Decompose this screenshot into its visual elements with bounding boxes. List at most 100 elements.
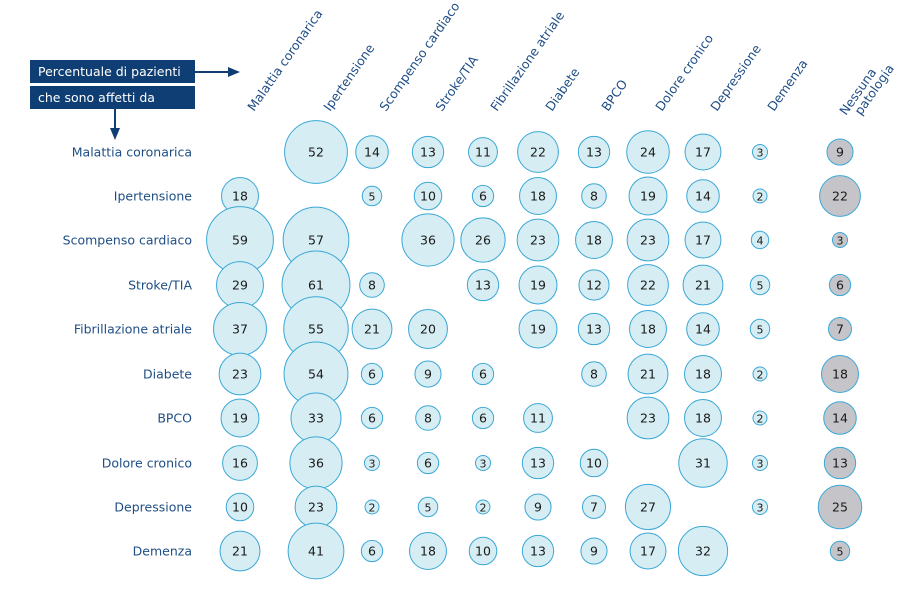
bubble-value: 19 <box>640 189 656 204</box>
bubble-circle <box>466 268 500 302</box>
bubble: 14 <box>823 401 857 435</box>
bubble-value: 3 <box>757 502 764 515</box>
bubble-value: 6 <box>479 411 487 426</box>
bubble: 24 <box>626 130 670 174</box>
row-label-ipertensione: Ipertensione <box>114 189 193 204</box>
bubble: 8 <box>581 183 607 209</box>
bubble: 6 <box>360 406 384 430</box>
bubble-value: 22 <box>530 145 546 160</box>
bubble-circle <box>471 184 495 208</box>
bubble-circle <box>284 120 348 184</box>
bubble-circle <box>219 530 261 572</box>
bubble-value: 18 <box>586 233 602 248</box>
bubble: 11 <box>523 403 553 433</box>
bubble: 9 <box>580 537 608 565</box>
bubble: 21 <box>627 353 669 395</box>
bubble-value: 9 <box>534 500 542 515</box>
bubble: 6 <box>360 539 384 563</box>
bubble-value: 8 <box>590 367 598 382</box>
bubble: 17 <box>684 133 722 171</box>
bubble: 5 <box>749 318 771 340</box>
bubble-circle <box>577 312 611 346</box>
bubble-circle <box>521 534 555 568</box>
bubble: 23 <box>626 396 670 440</box>
bubble-circle <box>225 492 255 522</box>
bubble: 11 <box>468 137 498 167</box>
bubble-circle <box>351 308 393 350</box>
bubble: 18 <box>519 177 557 215</box>
bubble-value: 13 <box>586 322 602 337</box>
bubble-value: 18 <box>232 189 248 204</box>
bubble-value: 21 <box>640 367 656 382</box>
bubble-circle <box>474 454 492 472</box>
bubble-value: 13 <box>475 278 491 293</box>
bubble-circle <box>519 177 557 215</box>
bubble: 9 <box>524 493 552 521</box>
bubble-value: 13 <box>586 145 602 160</box>
bubble: 8 <box>415 405 441 431</box>
bubble-circle <box>751 143 769 161</box>
bubble-value: 19 <box>530 278 546 293</box>
bubble: 18 <box>684 399 722 437</box>
bubble-circle <box>468 137 498 167</box>
bubble-circle <box>521 446 555 480</box>
bubble-circle <box>626 396 670 440</box>
bubble: 7 <box>827 316 853 342</box>
bubble: 3 <box>751 143 769 161</box>
bubble-circle <box>684 133 722 171</box>
bubble-circle <box>413 181 443 211</box>
bubble-value: 31 <box>695 456 711 471</box>
bubble: 19 <box>220 398 260 438</box>
bubble-circle <box>752 366 768 382</box>
bubble-circle <box>629 532 667 570</box>
bubble: 18 <box>629 310 667 348</box>
bubble: 13 <box>577 312 611 346</box>
bubble-circle <box>626 218 670 262</box>
bubble: 18 <box>221 177 259 215</box>
bubble-circle <box>359 272 385 298</box>
bubble-circle <box>414 360 442 388</box>
bubble-value: 19 <box>232 411 248 426</box>
bubble-circle <box>817 484 863 530</box>
bubble: 13 <box>411 135 445 169</box>
bubble: 6 <box>471 406 495 430</box>
column-label-diabete: Diabete <box>542 65 583 114</box>
bubble-circle <box>518 265 558 305</box>
bubble-circle <box>682 264 724 306</box>
bubble: 55 <box>283 296 349 362</box>
bubble-circle <box>627 264 669 306</box>
bubble-circle <box>749 274 771 296</box>
bubble-value: 23 <box>232 367 248 382</box>
bubble-value: 3 <box>480 458 487 471</box>
bubble: 21 <box>682 264 724 306</box>
bubble-value: 18 <box>530 189 546 204</box>
bubble-circle <box>364 499 380 515</box>
bubble-value: 13 <box>530 544 546 559</box>
bubble-value: 59 <box>232 233 248 248</box>
bubble-value: 5 <box>369 191 376 204</box>
bubble: 19 <box>518 265 558 305</box>
bubble: 6 <box>360 362 384 386</box>
bubble-circle <box>751 498 769 516</box>
column-label-depressione: Depressione <box>707 41 764 113</box>
bubble-value: 10 <box>420 189 436 204</box>
bubble: 36 <box>289 436 343 490</box>
bubble: 14 <box>355 135 389 169</box>
bubble: 16 <box>222 445 258 481</box>
bubble: 8 <box>359 272 385 298</box>
bubble-value: 2 <box>369 502 376 515</box>
bubble-value: 52 <box>308 145 324 160</box>
bubble: 13 <box>521 534 555 568</box>
bubble-circle <box>355 135 389 169</box>
bubble-value: 54 <box>308 367 324 382</box>
bubble-value: 21 <box>695 278 711 293</box>
bubble-value: 23 <box>640 411 656 426</box>
bubble-value: 3 <box>757 458 764 471</box>
bubble-value: 10 <box>232 500 248 515</box>
bubble-circle <box>468 536 498 566</box>
bubble: 12 <box>578 269 610 301</box>
bubble: 23 <box>218 352 262 396</box>
bubble-value: 7 <box>836 322 844 337</box>
bubble-value: 21 <box>232 544 248 559</box>
